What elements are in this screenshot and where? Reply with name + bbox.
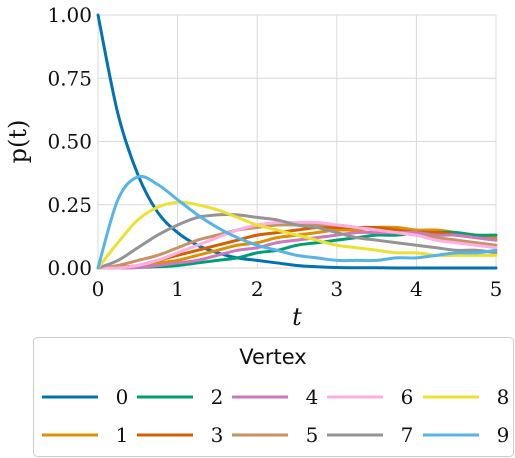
series-line-vertex-6 bbox=[96, 220, 498, 270]
series-line-vertex-4 bbox=[96, 230, 498, 270]
legend-label-vertex-2: 2 bbox=[211, 385, 224, 409]
legend-label-vertex-9: 9 bbox=[497, 423, 510, 447]
legend-label-vertex-8: 8 bbox=[497, 385, 510, 409]
x-tick-label: 1 bbox=[171, 277, 184, 301]
legend-label-vertex-5: 5 bbox=[306, 423, 319, 447]
x-tick-label: 2 bbox=[251, 277, 264, 301]
series-line-vertex-0 bbox=[96, 13, 498, 270]
series-lines bbox=[96, 13, 498, 270]
legend-items: 0 1 2 3 4 5 6 7 8 9 bbox=[42, 385, 509, 447]
y-tick-label: 0.00 bbox=[47, 256, 92, 280]
x-tick-label: 0 bbox=[92, 277, 105, 301]
y-tick-label: 0.75 bbox=[47, 66, 92, 90]
legend-label-vertex-6: 6 bbox=[401, 385, 414, 409]
y-tick-label: 0.50 bbox=[47, 130, 92, 154]
legend-label-vertex-4: 4 bbox=[306, 385, 319, 409]
x-axis-label: t bbox=[292, 303, 302, 331]
legend-title: Vertex bbox=[239, 345, 307, 369]
legend-label-vertex-3: 3 bbox=[211, 423, 224, 447]
tick-labels: 0 1 2 3 4 5 0.00 0.25 0.50 0.75 1.00 bbox=[47, 3, 502, 301]
x-tick-label: 3 bbox=[330, 277, 343, 301]
y-tick-label: 1.00 bbox=[47, 3, 92, 27]
grid-lines bbox=[97, 14, 497, 269]
y-tick-label: 0.25 bbox=[47, 193, 92, 217]
series-line-vertex-7 bbox=[96, 213, 498, 270]
x-tick-label: 4 bbox=[410, 277, 423, 301]
legend-label-vertex-7: 7 bbox=[401, 423, 414, 447]
legend-label-vertex-0: 0 bbox=[116, 385, 129, 409]
legend-label-vertex-1: 1 bbox=[116, 423, 129, 447]
legend: Vertex 0 1 2 3 4 5 6 7 8 9 bbox=[33, 337, 514, 457]
y-axis-label: p(t) bbox=[4, 120, 32, 164]
series-line-vertex-9 bbox=[96, 174, 498, 270]
x-tick-label: 5 bbox=[490, 277, 503, 301]
